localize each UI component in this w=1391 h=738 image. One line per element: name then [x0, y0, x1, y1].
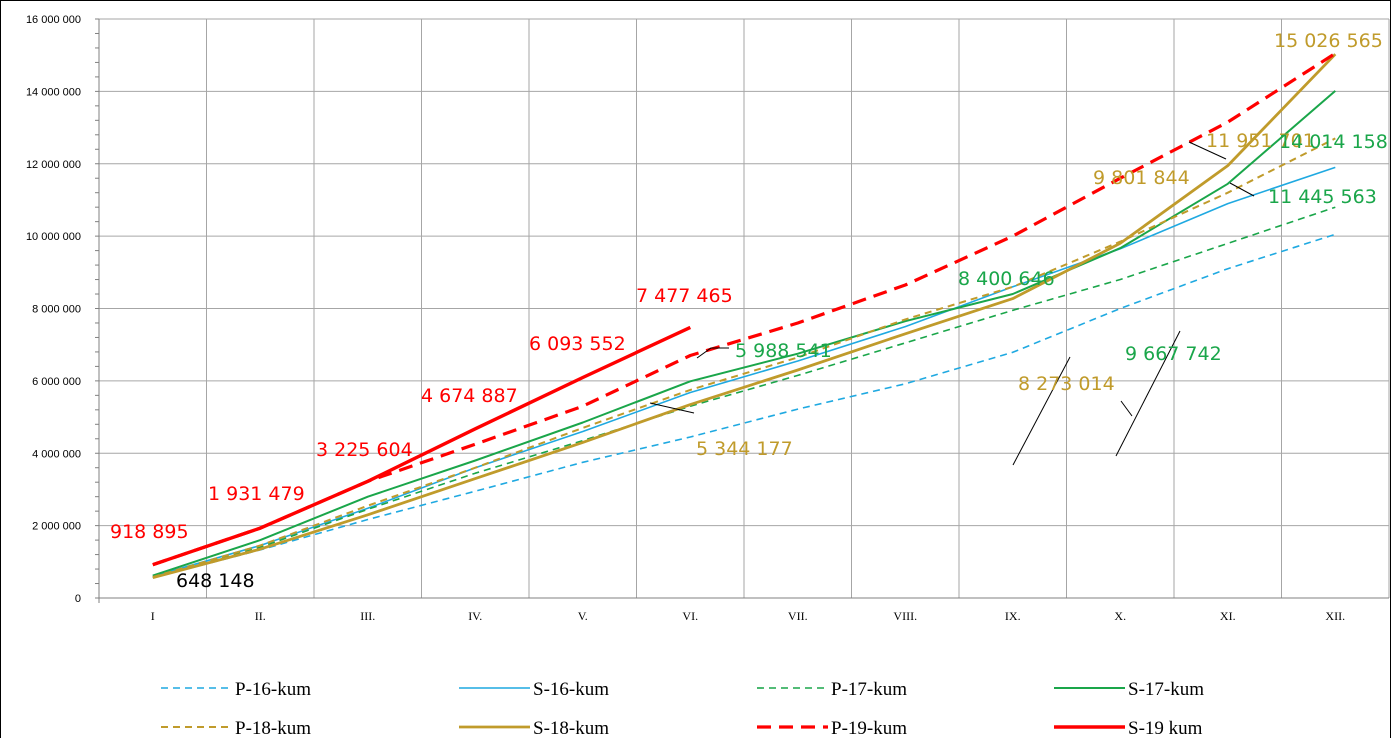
legend-label: S-17-kum [1128, 679, 1204, 700]
x-tick-label: XI. [1220, 609, 1236, 623]
data-label: 14 014 158 [1279, 131, 1388, 153]
data-label: 8 400 646 [958, 268, 1055, 290]
leader-line [1229, 182, 1255, 197]
x-tick-label: V. [578, 609, 588, 623]
legend-label: P-16-kum [235, 679, 311, 700]
data-label: 3 225 604 [316, 439, 413, 461]
x-tick-label: VIII. [893, 609, 917, 623]
series-line-p-17-kum [152, 206, 1336, 579]
y-tick-label: 6 000 000 [32, 376, 81, 388]
data-label: 11 445 563 [1268, 186, 1377, 208]
leader-line [649, 402, 695, 414]
y-tick-label: 4 000 000 [32, 448, 81, 460]
data-labels: 918 895 1 931 479 3 225 604 4 674 887 6 093 … [110, 30, 1388, 592]
data-label: 5 344 177 [696, 438, 793, 460]
data-label: 15 026 565 [1274, 30, 1383, 52]
leader-line [1120, 400, 1133, 417]
legend-label: S-18-kum [533, 718, 609, 738]
x-tick-label: VI. [682, 609, 698, 623]
legend: P-16-kum S-16-kum P-17-kum S-17-kum P-18-kum… [161, 679, 1204, 738]
series-line-p-16-kum [152, 233, 1336, 579]
x-axis-ticks: I II. III. IV. V. VI. VII. VIII. IX. X. XI. XII. [151, 609, 1345, 623]
leader-line [696, 347, 729, 359]
x-tick-label: II. [255, 609, 266, 623]
series-line-s-19-kum [152, 325, 692, 567]
series-line-p-18-kum [152, 137, 1336, 578]
label-leader-lines [649, 141, 1255, 466]
y-tick-label: 0 [75, 593, 81, 605]
x-tick-label: XII. [1325, 609, 1345, 623]
data-label: 6 093 552 [529, 333, 626, 355]
y-tick-label: 16 000 000 [26, 14, 81, 26]
leader-line [1188, 141, 1227, 160]
legend-label: P-19-kum [831, 718, 907, 738]
series-line-s-16-kum [152, 166, 1336, 578]
series-line-s-18-kum [152, 53, 1337, 580]
x-tick-label: I [151, 609, 155, 623]
data-label: 9 667 742 [1125, 343, 1222, 365]
data-label: 8 273 014 [1018, 373, 1115, 395]
data-label: 1 931 479 [208, 483, 305, 505]
y-tick-label: 14 000 000 [26, 86, 81, 98]
y-tick-label: 2 000 000 [32, 521, 81, 533]
legend-label: P-18-kum [235, 718, 311, 738]
x-tick-label: IV. [468, 609, 482, 623]
leader-line [1115, 330, 1181, 457]
data-label: 9 801 844 [1093, 167, 1190, 189]
y-tick-label: 12 000 000 [26, 159, 81, 171]
data-label: 5 988 541 [735, 340, 832, 362]
data-label: 4 674 887 [421, 385, 518, 407]
x-tick-label: VII. [788, 609, 808, 623]
legend-label: S-16-kum [533, 679, 609, 700]
data-label: 918 895 [110, 521, 189, 543]
y-tick-label: 10 000 000 [26, 231, 81, 243]
leader-line [1012, 356, 1071, 466]
x-tick-label: III. [360, 609, 375, 623]
legend-label: S-19 kum [1128, 718, 1203, 738]
y-axis-ticks: 0 2 000 000 4 000 000 6 000 000 8 000 000 10 … [26, 14, 81, 605]
series-line-s-17-kum [152, 90, 1336, 577]
series-lines [152, 52, 1337, 580]
x-tick-label: IX. [1005, 609, 1021, 623]
y-tick-label: 8 000 000 [32, 304, 81, 316]
data-label: 11 951 701 [1206, 130, 1315, 152]
x-tick-label: X. [1114, 609, 1126, 623]
data-label: 7 477 465 [636, 285, 733, 307]
data-label: 648 148 [176, 570, 255, 592]
legend-label: P-17-kum [831, 679, 907, 700]
